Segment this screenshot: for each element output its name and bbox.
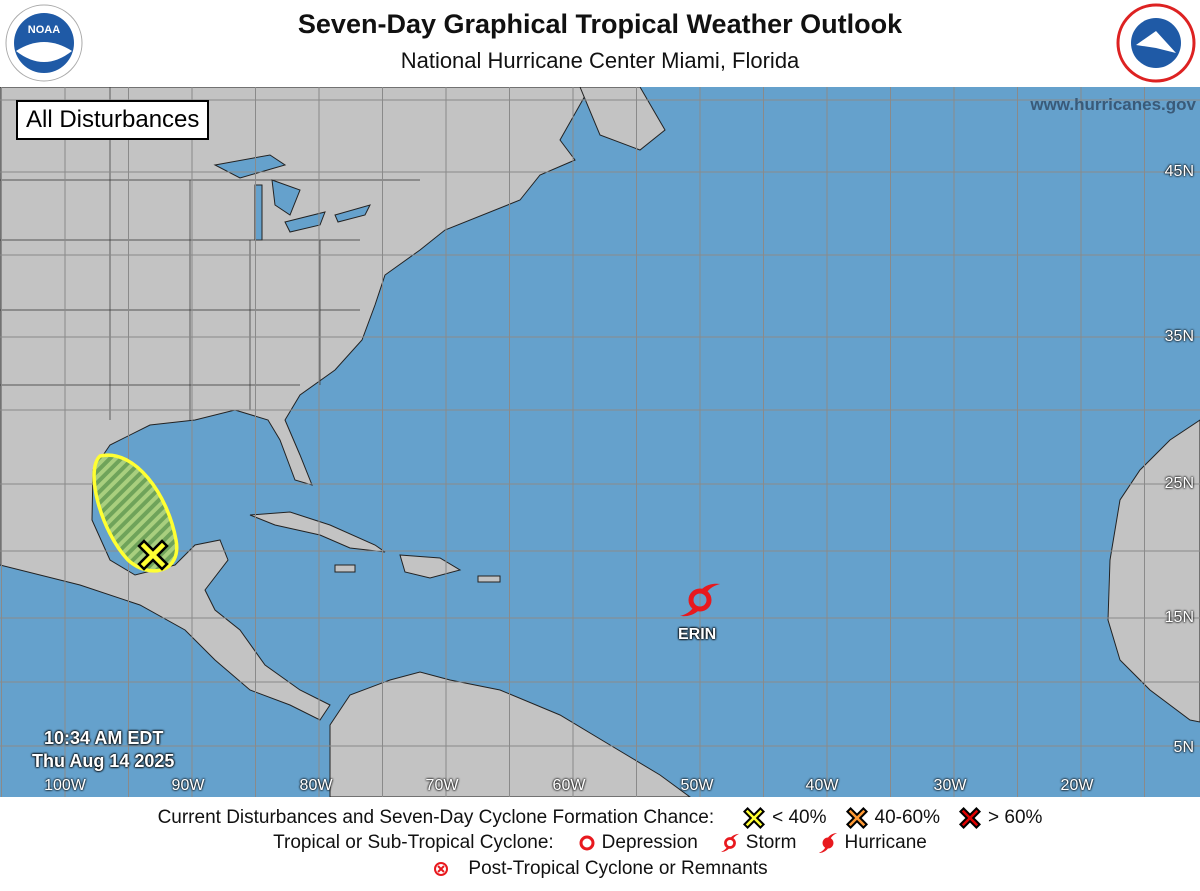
legend-high: > 60% [988,807,1043,828]
nws-logo [1116,3,1196,83]
lon-label: 100W [44,777,86,794]
newfoundland [579,87,666,151]
lat-label: 35N [1164,328,1194,345]
website-label: www.hurricanes.gov [1030,95,1196,114]
lon-label: 80W [299,777,333,794]
lat-label: 5N [1173,739,1194,756]
lon-label: 30W [933,777,967,794]
high-chance-x-icon [959,806,982,830]
disturbance-x-marker[interactable] [137,539,169,571]
lat-label: 15N [1164,609,1194,626]
hurricane-icon [819,833,838,853]
lon-label: 60W [552,777,586,794]
cuba [249,511,386,553]
lon-label: 40W [805,777,839,794]
africa [1107,419,1200,723]
legend-medium: 40-60% [874,807,941,828]
outlook-map [0,87,1200,797]
tropical-storm-icon[interactable] [680,583,720,617]
legend-hurricane: Hurricane [844,832,927,853]
legend-depression: Depression [601,832,698,853]
post-tropical-icon [434,862,449,876]
lon-label: 50W [680,777,714,794]
hispaniola [399,554,462,579]
depression-icon [579,835,595,851]
legend: Current Disturbances and Seven-Day Cyclo… [0,797,1200,891]
medium-chance-x-icon [845,806,868,830]
state-borders [0,87,420,420]
storm-icon [720,833,739,853]
low-chance-x-icon [743,806,766,830]
jamaica [334,564,356,573]
lon-label: 20W [1060,777,1094,794]
legend-low: < 40% [772,807,827,828]
lat-label: 45N [1164,163,1194,180]
view-label: All Disturbances [16,100,210,140]
page-subtitle: National Hurricane Center Miami, Florida [400,48,800,73]
storm-name-label: ERIN [678,626,717,643]
puerto-rico [477,575,501,583]
legend-storm: Storm [745,832,797,853]
page-title: Seven-Day Graphical Tropical Weather Out… [297,9,903,39]
lon-label: 70W [425,777,459,794]
lat-label: 25N [1164,475,1194,492]
noaa-logo: NOAA [5,4,83,82]
lat-lon-grid [0,87,1200,797]
lon-label: 90W [171,777,205,794]
legend-formation-label: Current Disturbances and Seven-Day Cyclo… [157,807,715,828]
issued-time: 10:34 AM EDT [44,728,164,748]
legend-cyclone-label: Tropical or Sub-Tropical Cyclone: [273,832,554,853]
header: NOAA Seven-Day Graphical Tropical Weathe… [0,0,1200,87]
svg-text:NOAA: NOAA [28,24,60,36]
legend-post-tropical: Post-Tropical Cyclone or Remnants [468,858,768,879]
issued-date: Thu Aug 14 2025 [32,751,175,771]
